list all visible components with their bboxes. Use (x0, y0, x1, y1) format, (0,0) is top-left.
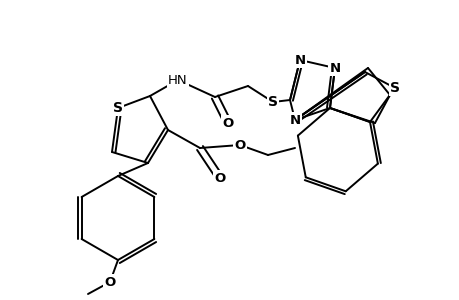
Text: S: S (268, 95, 277, 109)
Text: O: O (104, 275, 115, 289)
Text: S: S (389, 81, 399, 95)
Text: N: N (329, 61, 340, 74)
Text: N: N (294, 53, 305, 67)
Text: O: O (234, 139, 245, 152)
Text: N: N (289, 113, 300, 127)
Text: S: S (113, 101, 123, 115)
Text: O: O (214, 172, 225, 184)
Text: O: O (222, 116, 233, 130)
Text: HN: HN (168, 74, 187, 86)
